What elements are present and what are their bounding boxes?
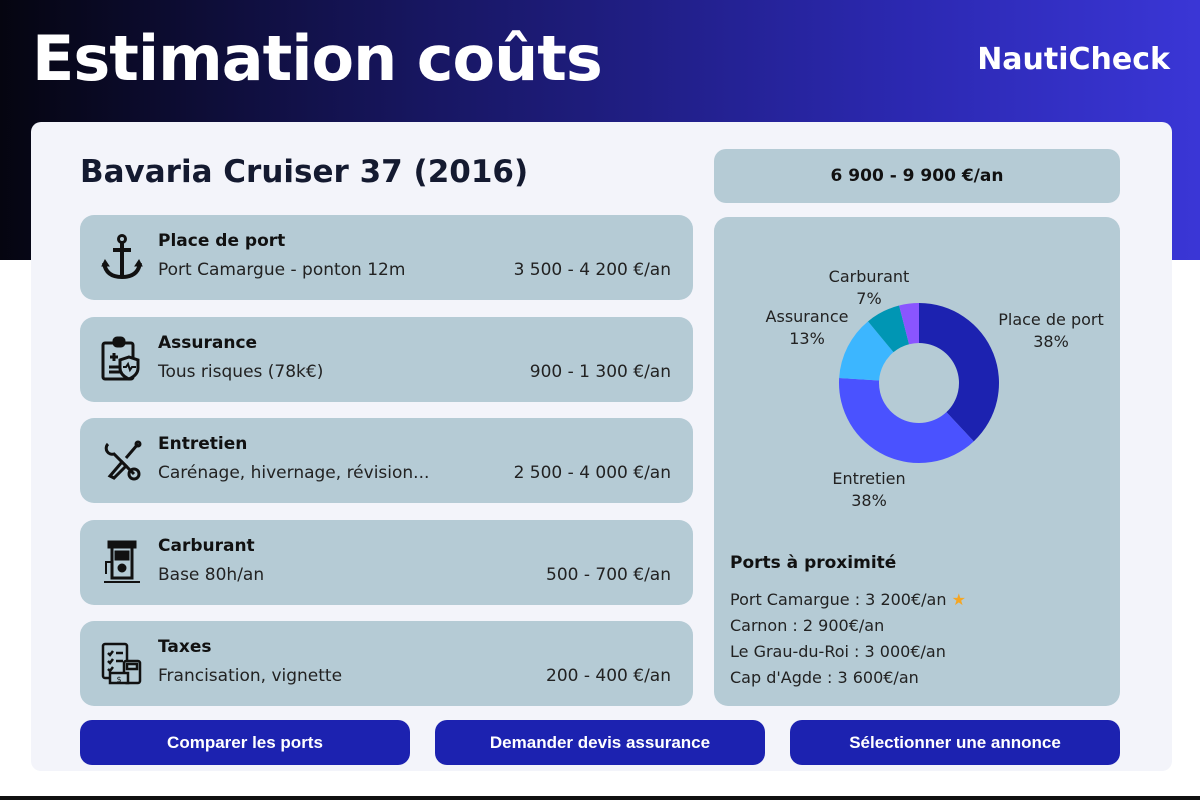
item-name: Carburant <box>158 535 255 556</box>
svg-text:$: $ <box>116 675 121 684</box>
boat-name: Bavaria Cruiser 37 (2016) <box>80 154 529 190</box>
cost-item-3: Carburant Base 80h/an 500 - 700 €/an <box>80 519 693 605</box>
request-insurance-quote-button[interactable]: Demander devis assurance <box>435 720 765 765</box>
donut-slice-entretien <box>839 377 974 463</box>
label-entretien: Entretien 38% <box>832 469 906 510</box>
compare-ports-button[interactable]: Comparer les ports <box>80 720 410 765</box>
fuel-pump-icon <box>100 538 144 586</box>
brand-logo: NautiCheck <box>977 42 1170 77</box>
port-item: Carnon : 2 900€/an <box>730 616 885 635</box>
label-place-de-port: Place de port 38% <box>998 310 1104 351</box>
cost-item-1: Assurance Tous risques (78k€) 900 - 1 30… <box>80 316 693 402</box>
cost-item-4: $ Taxes Francisation, vignette 200 - 400… <box>80 621 693 706</box>
item-name: Taxes <box>158 637 212 657</box>
select-listing-button[interactable]: Sélectionner une annonce <box>790 720 1120 765</box>
item-description: Base 80h/an <box>158 564 265 585</box>
ports-title: Ports à proximité <box>730 553 897 573</box>
label-carburant: Carburant 7% <box>828 267 910 308</box>
item-description: Carénage, hivernage, révision... <box>158 463 430 483</box>
page-title: Estimation coûts <box>32 22 603 95</box>
item-description: Tous risques (78k€) <box>158 361 324 382</box>
item-price: 2 500 - 4 000 €/an <box>513 463 671 483</box>
tax-calculator-icon: $ <box>100 639 144 687</box>
cost-donut-chart <box>839 303 999 463</box>
total-estimate: 6 900 - 9 900 €/an <box>714 149 1120 203</box>
port-item: Cap d'Agde : 3 600€/an <box>730 668 919 687</box>
anchor-icon <box>100 233 144 281</box>
donut-slice-place-de-port <box>919 303 999 442</box>
cost-item-0: Place de port Port Camargue - ponton 12m… <box>80 215 693 300</box>
donut-slice-carburant <box>868 305 910 353</box>
port-item: Le Grau-du-Roi : 3 000€/an <box>730 642 946 661</box>
item-price: 3 500 - 4 200 €/an <box>513 260 671 280</box>
item-price: 900 - 1 300 €/an <box>529 361 671 382</box>
label-assurance: Assurance 13% <box>765 307 849 348</box>
item-name: Assurance <box>158 332 258 353</box>
item-description: Francisation, vignette <box>158 666 343 686</box>
star-icon: ★ <box>951 590 966 609</box>
cost-item-2: Entretien Carénage, hivernage, révision.… <box>80 418 693 503</box>
item-description: Port Camargue - ponton 12m <box>158 260 406 280</box>
nearby-ports: Ports à proximité Port Camargue : 3 200€… <box>730 553 966 691</box>
item-price: 500 - 700 €/an <box>546 564 671 585</box>
breakdown-panel: Place de port 38% Entretien 38% Assurance 1… <box>714 217 1120 706</box>
bottom-border <box>0 796 1200 800</box>
item-name: Place de port <box>158 231 286 251</box>
item-price: 200 - 400 €/an <box>546 666 671 686</box>
item-name: Entretien <box>158 434 248 454</box>
port-item: Port Camargue : 3 200€/an ★ <box>730 590 966 609</box>
tools-icon <box>100 436 144 484</box>
donut-slice-other <box>899 303 919 345</box>
insurance-clipboard-icon <box>100 335 144 383</box>
donut-slice-assurance <box>839 321 894 381</box>
